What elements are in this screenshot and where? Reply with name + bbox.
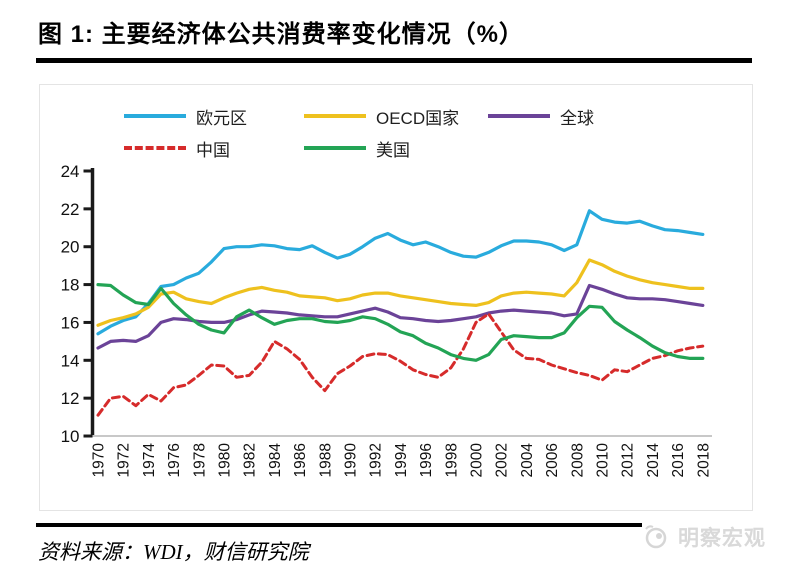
source-note: 资料来源：WDI，财信研究院 [38,540,309,564]
chart-title: 图 1: 主要经济体公共消费率变化情况（%） [38,21,525,48]
legend-label-us: 美国 [376,140,410,160]
legend-entry-us: 美国 [304,139,410,160]
chart-panel: 24 22 20 18 16 14 12 10 1970 1972 1974 1976 1978 1980… [39,84,753,511]
x-tick-label: 1970 [91,443,108,478]
y-tick-label: 20 [61,238,80,257]
x-tick-label: 1984 [267,443,284,478]
x-tick-label: 1974 [141,443,158,478]
x-tick-label: 2014 [645,443,662,478]
global-line-swatch [488,114,550,118]
y-tick-label: 14 [61,351,80,370]
top-divider [36,58,752,63]
x-tick-label: 1988 [317,443,334,477]
y-tick-label: 24 [61,162,80,181]
x-tick-label: 2016 [670,443,687,477]
x-tick-label: 1990 [343,443,360,478]
series-line-2 [96,283,705,350]
x-tick-label: 2018 [695,443,712,477]
china-line-swatch [124,146,186,150]
eurozone-line-swatch [124,114,186,118]
oecd-line-swatch [304,114,366,118]
y-tick-label: 16 [61,313,80,332]
x-tick-label: 1972 [116,443,133,477]
us-line-swatch [304,146,366,150]
y-tick-label: 12 [61,389,80,408]
legend-entry-eurozone: 欧元区 [124,107,247,128]
x-tick-label: 2008 [569,443,586,477]
legend-entry-china: 中国 [124,139,230,160]
x-tick-label: 1992 [368,443,385,477]
x-tick-label: 2000 [469,443,486,478]
x-tick-label: 1982 [242,443,259,477]
legend-entry-oecd: OECD国家 [304,107,459,128]
series-line-4 [96,283,705,362]
x-tick-label: 1978 [191,443,208,477]
x-tick-label: 1996 [418,443,435,477]
x-tick-label: 1976 [166,443,183,477]
bottom-divider [36,523,752,527]
legend-entry-global: 全球 [488,107,594,128]
x-tick-label: 1986 [292,443,309,477]
series-line-1 [96,258,705,327]
watermark: 明察宏观 [642,518,786,556]
y-tick-label: 10 [61,427,80,446]
series-line-3 [96,312,705,417]
x-tick-label: 2012 [620,443,637,477]
x-tick-label: 2006 [544,443,561,477]
legend-label-global: 全球 [560,108,594,128]
x-tick-label: 2002 [494,443,511,477]
watermark-text: 明察宏观 [678,527,766,550]
legend-label-oecd: OECD国家 [376,108,460,128]
x-tick-label: 1998 [443,443,460,477]
mingcha-logo-icon [645,525,667,549]
legend-label-china: 中国 [196,140,230,160]
x-tick-label: 2004 [519,443,536,478]
legend-label-eurozone: 欧元区 [196,108,247,128]
x-tick-label: 1994 [393,443,410,478]
x-tick-label: 1980 [217,443,234,478]
y-tick-label: 18 [61,276,80,295]
series-line-0 [96,209,705,336]
x-tick-label: 2010 [595,443,612,478]
y-tick-label: 22 [61,200,80,219]
